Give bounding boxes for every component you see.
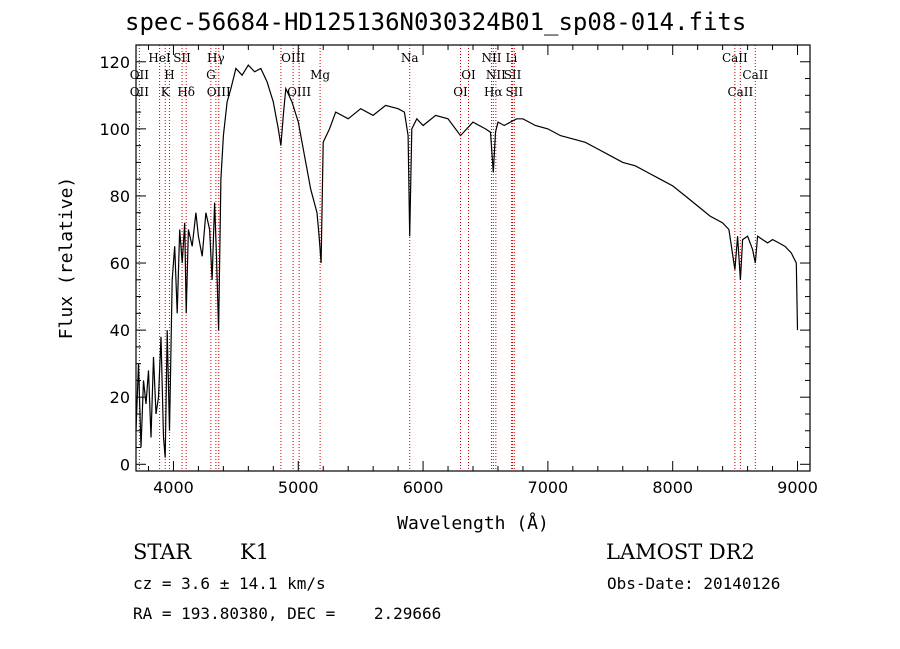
x-tick-label: 4000 [153,478,194,497]
subclass-label: K1 [240,540,270,564]
x-tick-label: 8000 [652,478,693,497]
line-annotation: Mg [310,68,330,82]
class-label: STAR [133,540,192,564]
line-annotation: OII [130,68,150,82]
line-annotation: OIII [281,51,305,65]
x-tick-label: 7000 [528,478,569,497]
line-annotation: OIII [287,85,311,99]
radec-text: RA = 193.80380, DEC = 2.29666 [133,604,442,623]
line-annotation: CaII [722,51,748,65]
line-annotation: K [161,85,171,99]
x-axis-label: Wavelength (Å) [397,512,549,534]
y-axis-label: Flux (relative) [56,177,77,340]
line-annotation: Hα [484,85,503,99]
plot-frame [135,44,811,472]
line-annotation: NII [486,68,506,82]
line-annotation: Li [506,51,518,65]
y-tick-label: 60 [110,254,130,273]
spectrum-series-line [135,64,799,458]
line-annotation: OI [461,68,476,82]
y-tick-label: 120 [99,53,130,72]
line-annotation: Na [401,51,419,65]
obs-date-text: Obs-Date: 20140126 [607,574,781,593]
line-annotation: Hδ [177,85,195,99]
line-annotation: SII [504,68,522,82]
line-annotation: OII [130,85,150,99]
line-annotation: Hγ [207,51,225,65]
line-annotation: OI [453,85,468,99]
line-annotation: NII [481,51,501,65]
x-tick-label: 5000 [278,478,319,497]
cz-text: cz = 3.6 ± 14.1 km/s [133,574,326,593]
y-tick-label: 0 [120,455,130,474]
line-annotation: G [206,68,216,82]
line-annotation: SII [505,85,523,99]
survey-label: LAMOST DR2 [606,540,755,564]
line-annotation: SII [173,51,191,65]
y-tick-label: 100 [99,120,130,139]
y-tick-label: 40 [110,321,130,340]
line-annotation: CaII [727,85,753,99]
x-tick-label: 9000 [777,478,818,497]
line-annotation: HeI [148,51,171,65]
y-tick-label: 20 [110,388,130,407]
x-tick-label: 6000 [403,478,444,497]
line-annotation: H [164,68,174,82]
chart-title: spec-56684-HD125136N030324B01_sp08-014.f… [125,8,747,36]
line-annotation: CaII [742,68,768,82]
y-tick-label: 80 [110,187,130,206]
line-annotation: OIII [207,85,231,99]
